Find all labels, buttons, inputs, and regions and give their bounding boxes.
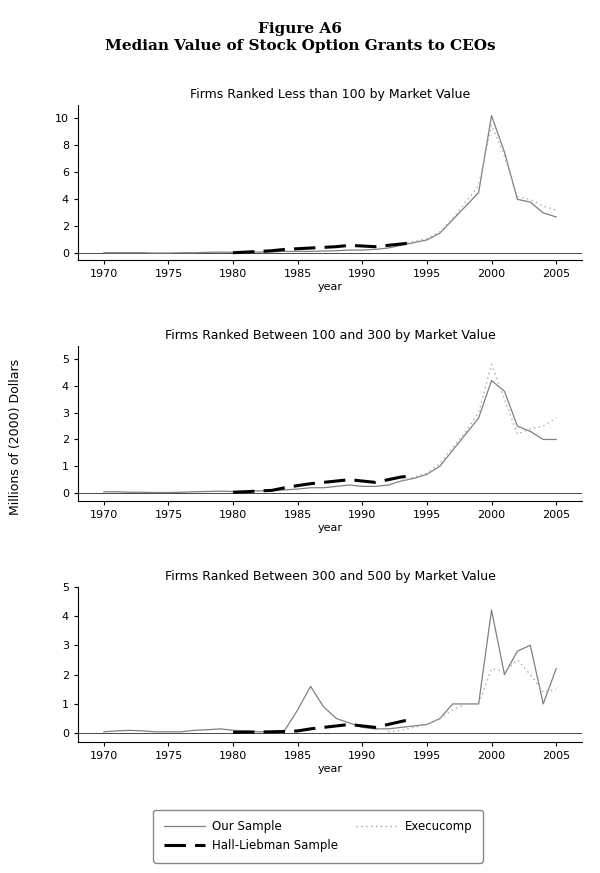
Title: Firms Ranked Between 100 and 300 by Market Value: Firms Ranked Between 100 and 300 by Mark… <box>164 329 496 341</box>
Title: Firms Ranked Less than 100 by Market Value: Firms Ranked Less than 100 by Market Val… <box>190 88 470 100</box>
X-axis label: year: year <box>317 282 343 292</box>
Title: Firms Ranked Between 300 and 500 by Market Value: Firms Ranked Between 300 and 500 by Mark… <box>164 570 496 582</box>
Text: Median Value of Stock Option Grants to CEOs: Median Value of Stock Option Grants to C… <box>104 39 496 53</box>
X-axis label: year: year <box>317 523 343 533</box>
Text: Figure A6: Figure A6 <box>258 22 342 36</box>
Legend: Our Sample, Hall-Liebman Sample, Execucomp: Our Sample, Hall-Liebman Sample, Execuco… <box>154 809 482 863</box>
X-axis label: year: year <box>317 764 343 773</box>
Text: Millions of (2000) Dollars: Millions of (2000) Dollars <box>9 359 22 514</box>
